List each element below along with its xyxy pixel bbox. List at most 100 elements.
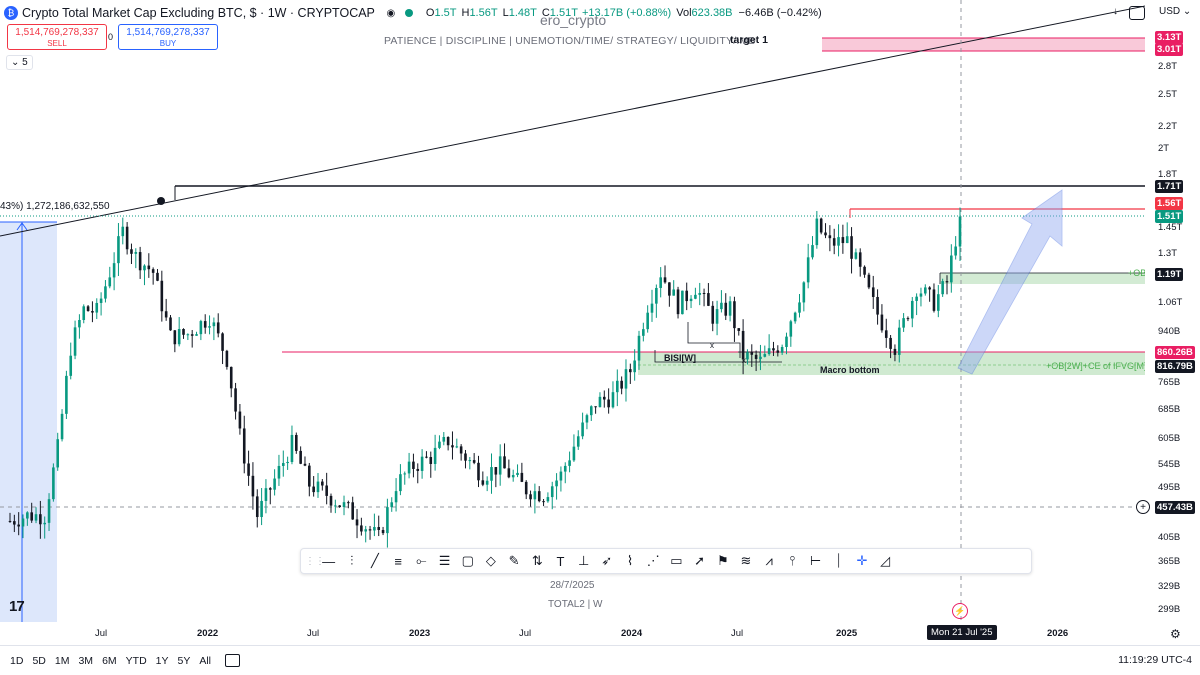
lightning-icon[interactable]: ⚡ <box>952 603 968 619</box>
ruler-icon[interactable]: ◿ <box>880 553 891 568</box>
price-tick: 1.45T <box>1158 222 1183 233</box>
candle-body <box>668 282 671 296</box>
chart-pane[interactable]: ₿ Crypto Total Market Cap Excluding BTC,… <box>0 0 1145 622</box>
range-5d-button[interactable]: 5D <box>32 654 46 667</box>
candle-body <box>377 527 381 530</box>
range-6m-button[interactable]: 6M <box>102 654 117 667</box>
polyline-icon[interactable]: ⋰ <box>646 553 660 568</box>
trend-line-icon[interactable]: ╱ <box>371 553 379 568</box>
candle-body <box>464 453 467 461</box>
clock[interactable]: 11:19:29 UTC-4 <box>1118 654 1192 666</box>
indicators-toggle-button[interactable]: ⌄ 5 <box>6 55 33 70</box>
candle-body <box>281 463 285 466</box>
candle-body <box>815 218 819 246</box>
time-tick: 2026 <box>1047 628 1069 639</box>
candle-body <box>728 301 732 316</box>
screenshot-icon[interactable] <box>1129 6 1145 20</box>
brush-icon[interactable]: ✎ <box>508 553 520 568</box>
rectangle-icon[interactable]: ▢ <box>461 553 474 568</box>
price-label-icon[interactable]: ⊥ <box>577 553 590 568</box>
high-label: H <box>461 7 470 19</box>
range-1m-button[interactable]: 1M <box>54 654 70 667</box>
date-range-highlight <box>0 222 57 622</box>
range-ytd-button[interactable]: YTD <box>125 654 147 667</box>
candle-body <box>216 322 220 334</box>
text-icon[interactable]: T <box>556 553 565 569</box>
symbol-title[interactable]: Crypto Total Market Cap Excluding BTC, $… <box>22 6 375 20</box>
candle-body <box>720 302 723 310</box>
ob-weekly-zone <box>940 273 1145 284</box>
candle-body <box>442 436 446 442</box>
flag-icon[interactable]: ⚑ <box>716 553 729 568</box>
arrow-down-icon[interactable]: ↓ <box>1113 6 1118 17</box>
candle-body <box>251 475 255 497</box>
candle-body <box>399 474 402 492</box>
arrow-icon[interactable]: ➚ <box>694 553 706 568</box>
crosshair-icon[interactable]: ✛ <box>856 553 868 568</box>
horizontal-ray-icon[interactable]: — <box>322 553 336 569</box>
long-position-icon[interactable]: ⇅ <box>531 553 543 568</box>
sell-button[interactable]: 1,514,769,278,337 SELL <box>7 24 107 50</box>
candle-body <box>199 321 203 335</box>
path-icon[interactable]: ⌇ <box>626 553 634 568</box>
fib-icon[interactable]: ≡ <box>394 553 402 569</box>
symbol-legend[interactable]: ₿ Crypto Total Market Cap Excluding BTC,… <box>4 4 822 22</box>
zigzag-icon[interactable]: ⩘ <box>765 553 773 568</box>
range-1d-button[interactable]: 1D <box>10 654 24 667</box>
chart-canvas[interactable] <box>0 0 1145 622</box>
price-tick: 605B <box>1158 433 1181 444</box>
drawing-toolbar[interactable]: ⋮⋮ — ⫶ ╱ ≡ ⟜ ☰ ▢ ◇ ✎ ⇅ T ⊥ ➶ ⌇ ⋰ ▭ ➚ ⚑ ≋ ⩘ ⫯ ⊢ ⏐ ✛ ◿ <box>300 548 1032 574</box>
candle-body <box>945 281 949 283</box>
gear-icon[interactable]: ⚙ <box>1170 627 1181 641</box>
candle-body <box>403 473 407 475</box>
calendar-icon[interactable] <box>225 654 241 667</box>
watermark: ero_crypto <box>540 12 607 28</box>
candle-body <box>433 447 437 464</box>
range-icon[interactable]: ⊢ <box>809 553 822 568</box>
arrow-marker-icon[interactable]: ➶ <box>601 553 613 568</box>
callout-icon[interactable]: ▭ <box>670 553 683 568</box>
range-3m-button[interactable]: 3M <box>78 654 94 667</box>
candle-body <box>151 269 155 273</box>
candle-body <box>598 396 602 408</box>
candle-body <box>351 502 354 520</box>
candle-body <box>355 519 359 526</box>
range-all-button[interactable]: All <box>199 654 212 667</box>
price-tick: 299B <box>1158 604 1181 615</box>
drag-handle-icon[interactable]: ⋮⋮ <box>305 555 325 567</box>
candle-body <box>160 280 164 312</box>
candle-body <box>325 485 328 496</box>
candle-body <box>112 263 116 278</box>
candle-body <box>91 311 94 313</box>
curve-icon[interactable]: ≋ <box>740 553 752 568</box>
low-value: 1.48T <box>508 7 537 19</box>
rotated-rect-icon[interactable]: ◇ <box>485 553 496 568</box>
candle-body <box>99 298 103 303</box>
candle-body <box>776 350 780 353</box>
buy-button[interactable]: 1,514,769,278,337 BUY <box>118 24 218 50</box>
time-tick: 2024 <box>621 628 643 639</box>
candle-body <box>785 336 788 348</box>
add-alert-plus-icon[interactable]: + <box>1136 500 1150 514</box>
candle-body <box>581 422 584 437</box>
price-tick: 2T <box>1158 143 1170 154</box>
measure-label: 43%) 1,272,186,632,550 <box>0 201 110 212</box>
time-axis[interactable]: Jul 2022 Jul 2023 Jul 2024 Jul 2025 2026… <box>0 622 1145 644</box>
pin-icon[interactable]: ⫯ <box>789 553 796 568</box>
range-5y-button[interactable]: 5Y <box>177 654 191 667</box>
time-tick: 2025 <box>836 628 858 639</box>
tradingview-logo-icon[interactable]: 17 <box>9 598 25 615</box>
range-1y-button[interactable]: 1Y <box>155 654 169 667</box>
vertical-line-icon[interactable]: ⏐ <box>835 553 843 568</box>
price-axis[interactable]: ↓ USD ⌄ 2.8T 2.5T 2.2T 2T 1.8T 1.45T 1.3… <box>1113 0 1200 622</box>
parallel-lines-icon[interactable]: ⫶ <box>350 553 354 568</box>
pitchfork-icon[interactable]: ☰ <box>438 553 451 568</box>
candle-body <box>494 467 498 475</box>
eye-icon[interactable]: ◉ <box>386 7 396 19</box>
candle-body <box>347 502 350 504</box>
ray-icon[interactable]: ⟜ <box>416 553 427 568</box>
macro-bottom-label: Macro bottom <box>820 365 880 375</box>
candle-body <box>954 246 957 256</box>
price-tick: 329B <box>1158 581 1181 592</box>
currency-button[interactable]: USD ⌄ <box>1159 6 1192 17</box>
